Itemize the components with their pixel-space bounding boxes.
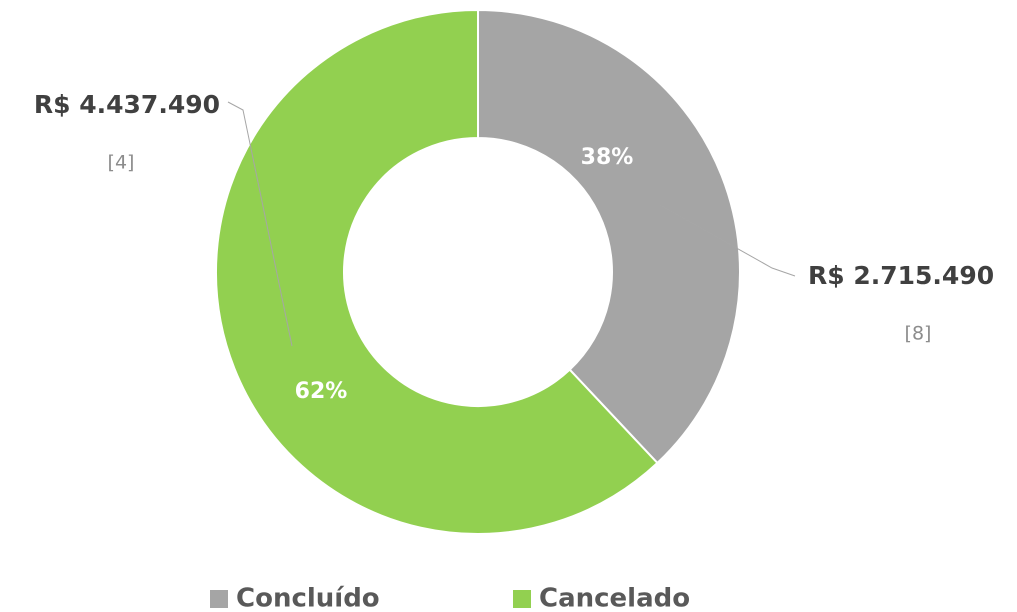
amount-label: R$ 2.715.490 xyxy=(808,261,994,290)
legend-swatch xyxy=(210,590,228,608)
donut-slice xyxy=(215,8,659,535)
legend-label: Cancelado xyxy=(539,584,690,612)
percent-label: 38% xyxy=(581,145,634,170)
count-label: [4] xyxy=(108,152,135,174)
leader-line xyxy=(659,204,796,277)
percent-label: 62% xyxy=(295,379,348,404)
count-label: [8] xyxy=(905,323,932,345)
legend-label: Concluído xyxy=(236,584,380,612)
amount-label: R$ 4.437.490 xyxy=(34,90,220,119)
legend-swatch xyxy=(513,590,531,608)
donut-slice xyxy=(477,8,741,465)
leader-line xyxy=(227,101,293,347)
